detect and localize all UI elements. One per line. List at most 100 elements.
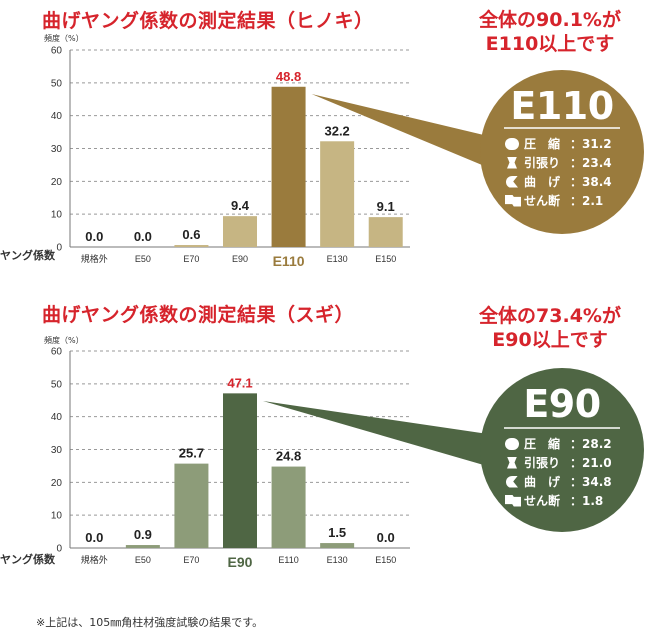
bar [320,543,355,548]
x-tick-label: 規格外 [81,253,108,264]
bar [223,393,257,548]
property-shear: せん断 ：2.1 [505,191,615,210]
data-label: 32.2 [324,123,349,138]
bar [320,141,355,247]
property-name: 圧 縮 [524,137,561,151]
property-value: ：38.4 [570,175,612,189]
summary-headline: 全体の73.4%が E90以上です [455,304,645,352]
property-compression: 圧 縮 ：31.2 [505,134,615,153]
data-label: 1.5 [328,525,346,540]
summary-line: E110以上です [485,33,615,55]
property-name: 引張り [524,156,561,170]
y-axis-label: 頻度（%） [44,34,84,43]
data-label: 48.8 [276,69,301,84]
x-tick-label: E50 [135,555,151,565]
shear-icon [505,194,521,207]
y-tick-label: 50 [51,379,63,390]
property-value: ：2.1 [570,194,604,208]
callout-pointer [263,401,494,468]
property-bending: 曲 げ ：34.8 [505,472,615,491]
property-tension: 引張り ：21.0 [505,453,615,472]
bar [271,86,306,247]
x-tick-label: E130 [327,254,348,264]
property-name: 曲 げ [524,175,561,189]
data-label: 9.1 [377,199,395,214]
x-tick-label: E130 [327,555,348,565]
strength-properties: 圧 縮 ：28.2 引張り ：21.0 曲 げ ：34.8 せん断 ：1.8 [505,434,615,510]
property-name: 引張り [524,456,561,470]
bar [271,466,306,548]
y-tick-label: 0 [56,544,62,555]
property-name: 曲 げ [524,475,561,489]
x-tick-label: E70 [183,254,199,264]
x-tick-label: E90 [232,254,248,264]
property-shear: せん断 ：1.8 [505,491,615,510]
property-bending: 曲 げ ：38.4 [505,172,615,191]
data-label: 24.8 [276,449,301,464]
bar [223,216,257,247]
property-value: ：21.0 [570,456,612,470]
data-label: 0.9 [134,527,152,542]
data-label: 9.4 [231,198,250,213]
tension-icon [507,456,517,469]
callout-pointer [311,94,494,170]
y-tick-label: 20 [51,478,63,489]
summary-line: E90以上です [492,329,608,351]
summary-headline: 全体の90.1%が E110以上です [455,8,645,56]
x-tick-label: 規格外 [81,554,108,565]
data-label: 0.0 [85,229,103,244]
bar-chart-hinoki: 0 10 20 30 40 50 60 0.0 規格外 0.0 E50 0.6 E70 9.4 E90 48.… [51,46,644,269]
property-value: ：1.8 [570,494,604,508]
x-tick-label: E110 [273,253,305,269]
footnote: ※上記は、105㎜角柱材強度試験の結果です。 [36,616,264,629]
grade-label: E110 [510,84,614,128]
shear-icon [505,494,521,507]
y-tick-label: 10 [51,210,63,221]
compression-icon [505,137,519,150]
strength-properties: 圧 縮 ：31.2 引張り ：23.4 曲 げ ：38.4 せん断 ：2.1 [505,134,615,210]
property-name: 圧 縮 [524,437,561,451]
y-tick-label: 20 [51,177,63,188]
bending-icon [506,475,518,488]
x-tick-label: E150 [375,254,396,264]
property-value: ：23.4 [570,156,612,170]
y-tick-label: 50 [51,78,63,89]
x-tick-label: E90 [228,554,253,570]
y-tick-label: 40 [51,111,63,122]
grade-circle [480,70,644,234]
chart-title: 曲げヤング係数の測定結果（スギ） [42,304,355,326]
y-tick-label: 60 [51,46,63,57]
data-label: 47.1 [227,375,252,390]
property-value: ：28.2 [570,437,612,451]
data-label: 0.0 [85,530,103,545]
summary-line: 全体の90.1%が [479,9,621,31]
x-tick-label: E110 [278,555,298,565]
grade-circle [480,368,644,532]
bar [368,217,403,247]
data-label: 0.6 [182,227,200,242]
property-compression: 圧 縮 ：28.2 [505,434,615,453]
bending-icon [506,175,518,188]
property-name: せん断 [524,494,561,508]
y-tick-label: 0 [56,243,62,254]
data-label: 0.0 [377,530,395,545]
y-tick-label: 10 [51,511,63,522]
x-axis-label: ヤング係数 [0,249,55,262]
bar-chart-sugi: 0 10 20 30 40 50 60 0.0 規格外 0.9 E50 25.7 E70 47.1 E90 2… [51,347,644,570]
bar [125,545,160,548]
chart-title: 曲げヤング係数の測定結果（ヒノキ） [42,10,374,32]
property-value: ：34.8 [570,475,612,489]
data-label: 25.7 [179,446,204,461]
y-tick-label: 40 [51,412,63,423]
y-tick-label: 30 [51,144,63,155]
y-axis-label: 頻度（%） [44,336,84,345]
x-axis-label: ヤング係数 [0,553,55,566]
x-tick-label: E70 [183,555,199,565]
bar [174,463,209,548]
compression-icon [505,437,519,450]
y-tick-label: 60 [51,347,63,358]
y-tick-label: 30 [51,445,63,456]
grade-label: E90 [523,382,601,426]
x-tick-label: E150 [375,555,396,565]
property-name: せん断 [524,194,561,208]
